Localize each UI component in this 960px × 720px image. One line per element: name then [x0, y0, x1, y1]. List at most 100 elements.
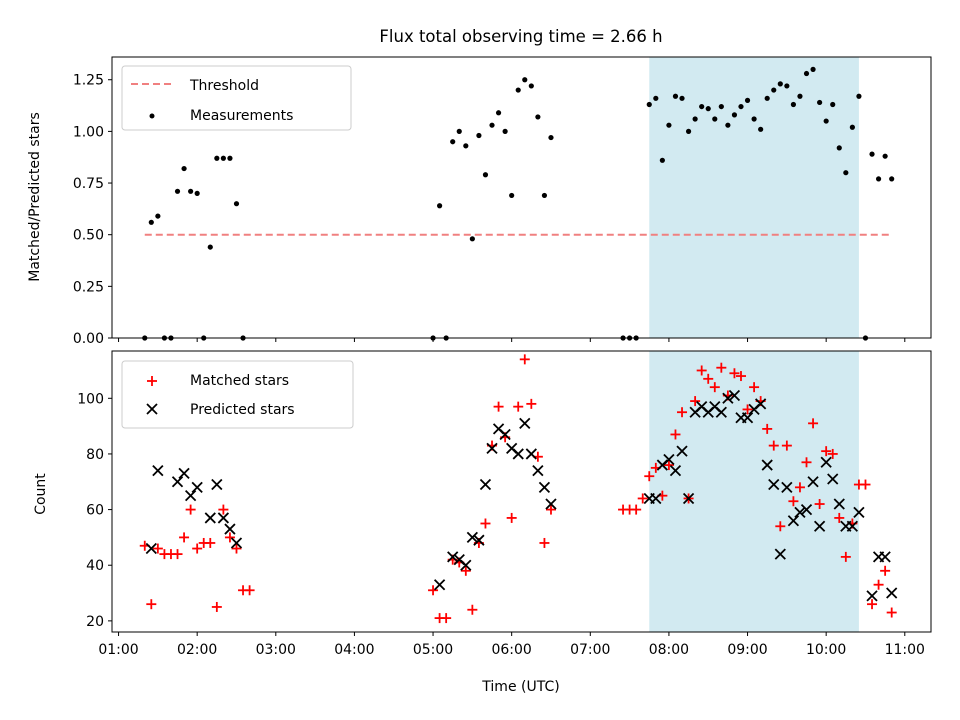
predicted-stars-point — [761, 459, 773, 471]
panel-bottom: 20 40 60 80 100 01:00 02:00 03:00 04:00 05:00 06:… — [33, 350, 932, 658]
predicted-stars-point — [230, 537, 243, 549]
matched-stars-point — [644, 471, 655, 482]
x-tick-label: 07:00 — [570, 642, 610, 658]
measurement-point — [836, 145, 842, 151]
matched-stars-point — [834, 512, 845, 523]
matched-stars-point — [703, 373, 714, 384]
measurement-point — [784, 83, 790, 89]
predicted-stars-point — [152, 464, 164, 477]
predicted-stars-point — [728, 389, 741, 402]
measurement-point — [489, 122, 495, 128]
measurement-point — [672, 93, 679, 99]
x-tick-label: 01:00 — [98, 642, 138, 658]
matched-stars-point — [781, 440, 792, 451]
measurement-point — [646, 101, 652, 108]
predicted-stars-point — [676, 445, 688, 457]
panel-top-data — [142, 66, 895, 341]
measurement-point — [476, 132, 482, 139]
matched-stars-point — [218, 504, 229, 515]
measurement-point — [843, 170, 849, 176]
matched-stars-point — [794, 482, 805, 493]
matched-stars-point — [631, 504, 642, 515]
y-tick-label: 40 — [86, 558, 104, 574]
legend-measurements-swatch — [149, 113, 155, 119]
measurement-point — [437, 203, 443, 209]
measurement-point — [535, 114, 541, 120]
matched-stars-point — [768, 440, 779, 451]
predicted-stars-point — [499, 428, 511, 441]
measurement-point — [751, 116, 757, 122]
measurement-point — [207, 244, 213, 250]
x-tick-label: 06:00 — [491, 642, 531, 658]
measurement-point — [679, 95, 685, 101]
measurement-point — [469, 236, 475, 242]
chart-title: Flux total observing time = 2.66 h — [379, 27, 662, 46]
matched-stars-point — [663, 460, 674, 471]
matched-stars-point — [513, 401, 524, 412]
matched-stars-point — [545, 504, 556, 515]
predicted-stars-point — [184, 490, 197, 502]
predicted-stars-point — [525, 448, 537, 460]
measurement-point — [659, 157, 665, 163]
predicted-stars-point — [519, 417, 531, 429]
measurement-point — [188, 188, 194, 194]
predicted-stars-point — [532, 464, 544, 477]
predicted-stars-point — [879, 551, 891, 563]
y-tick-label: 100 — [77, 391, 104, 407]
matched-stars-point — [788, 496, 799, 507]
highlight-span — [649, 351, 859, 632]
matched-stars-point — [821, 446, 832, 457]
y-tick-label: 0.75 — [73, 176, 104, 192]
x-tick-label: 08:00 — [649, 642, 689, 658]
measurement-point — [777, 81, 783, 87]
y-tick-label: 1.25 — [73, 73, 104, 89]
panel-bottom-xticks: 01:00 02:00 03:00 04:00 05:00 06:00 07:00 08:00… — [98, 632, 925, 658]
matched-stars-point — [729, 368, 740, 379]
measurement-point — [764, 95, 770, 101]
predicted-stars-point — [486, 442, 498, 455]
matched-stars-point — [814, 499, 825, 510]
measurement-point — [548, 134, 554, 141]
x-tick-label: 05:00 — [413, 642, 453, 658]
measurement-point — [744, 97, 751, 103]
y-tick-label: 0.00 — [73, 331, 104, 347]
measurement-point — [155, 213, 161, 219]
predicted-stars-point — [813, 520, 826, 532]
measurement-point — [699, 103, 705, 110]
y-tick-label: 1.00 — [73, 124, 104, 140]
legend-threshold-label: Threshold — [189, 78, 259, 94]
predicted-stars-point — [846, 520, 859, 532]
matched-stars-point — [192, 543, 203, 554]
matched-stars-point — [867, 599, 878, 610]
measurement-point — [810, 66, 816, 72]
measurement-point — [233, 201, 240, 207]
y-tick-label: 60 — [86, 503, 104, 519]
predicted-stars-point — [171, 476, 184, 488]
matched-stars-point — [146, 599, 157, 610]
matched-stars-point — [185, 504, 196, 515]
measurement-point — [666, 122, 672, 128]
matched-stars-point — [860, 479, 871, 490]
measurement-point — [227, 155, 233, 161]
predicted-stars-point — [827, 473, 839, 485]
predicted-stars-point — [774, 548, 786, 560]
highlight-span — [649, 57, 859, 338]
predicted-stars-point — [886, 587, 898, 599]
x-axis-label: Time (UTC) — [481, 679, 559, 695]
measurement-point — [220, 155, 226, 161]
predicted-stars-point — [663, 453, 675, 466]
panel-bottom-highlight-layer — [649, 351, 859, 632]
measurement-point — [502, 128, 508, 134]
predicted-stars-point — [807, 476, 819, 488]
matched-stars-point — [677, 407, 688, 418]
predicted-stars-point — [460, 559, 472, 571]
measurement-point — [482, 172, 489, 178]
matched-stars-point — [886, 607, 897, 618]
measurement-point — [194, 190, 200, 196]
matched-stars-point — [244, 585, 255, 596]
predicted-stars-point — [178, 467, 190, 480]
matched-stars-point — [873, 579, 884, 590]
matched-stars-point — [539, 537, 550, 548]
measurement-point — [797, 93, 803, 99]
measurement-point — [174, 188, 181, 194]
